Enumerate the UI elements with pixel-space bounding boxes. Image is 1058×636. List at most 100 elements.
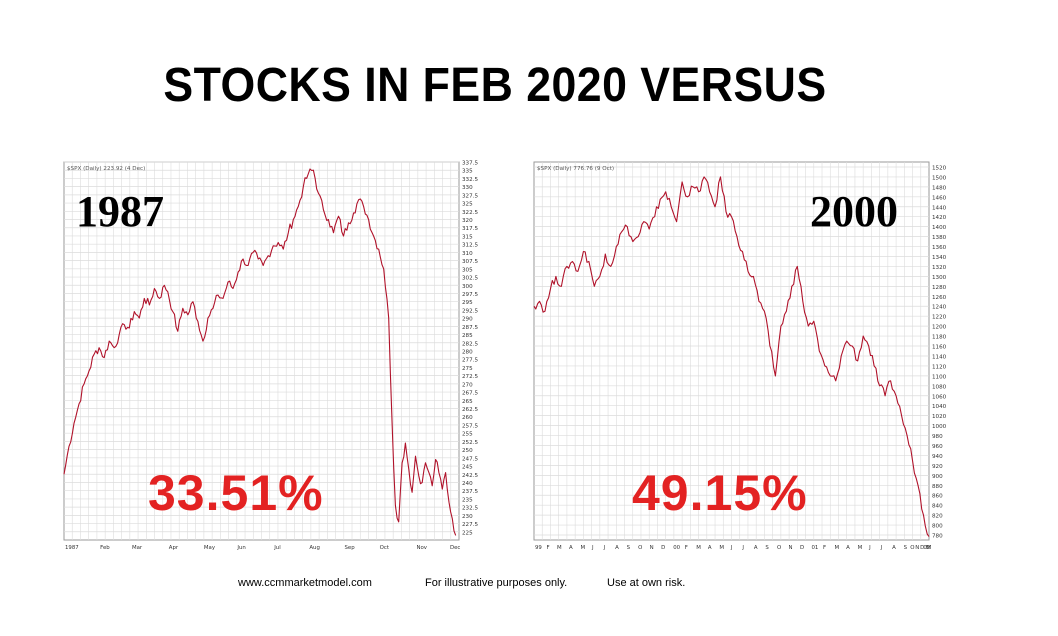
y-tick-label: 297.5 [462, 292, 478, 298]
x-tick-label: M [719, 545, 724, 551]
x-tick-label: O [638, 545, 642, 551]
y-tick-label: 880 [932, 484, 943, 490]
y-tick-label: 1460 [932, 195, 947, 201]
x-tick-label: 00 [673, 545, 680, 551]
price-series-line [533, 176, 930, 537]
y-tick-label: 277.5 [462, 358, 478, 364]
x-tick-label: Sep [345, 545, 356, 551]
y-tick-label: 1200 [932, 325, 947, 331]
y-tick-label: 292.5 [462, 308, 478, 314]
x-tick-label: 01 [812, 545, 819, 551]
chart-2000-svg: 1520 1500 1480 1460 1440 1420 1400 1380 1360 1340… [533, 161, 947, 551]
y-tick-label: 332.5 [462, 177, 478, 183]
y-tick-label: 310 [462, 251, 473, 257]
y-tick-label: 285 [462, 333, 473, 339]
y-tick-label: 270 [462, 382, 473, 388]
legend-label: $SPX (Daily) 223.92 (4 Dec) [67, 166, 145, 172]
y-tick-label: 337.5 [462, 161, 478, 167]
x-tick-label: N [915, 545, 919, 551]
y-tick-label: 262.5 [462, 407, 478, 413]
y-tick-label: 1260 [932, 295, 947, 301]
y-tick-label: 1500 [932, 175, 947, 181]
decline-label-1987: 33.51% [148, 465, 324, 521]
x-tick-label: A [708, 545, 712, 551]
y-tick-label: 860 [932, 494, 943, 500]
x-tick-label: Feb [100, 545, 110, 551]
y-tick-label: 300 [462, 284, 473, 290]
y-tick-label: 272.5 [462, 374, 478, 380]
y-tick-label: 335 [462, 169, 473, 175]
y-tick-label: 1480 [932, 185, 947, 191]
y-tick-label: 247.5 [462, 456, 478, 462]
y-tick-label: 232.5 [462, 506, 478, 512]
x-tick-label: Dec [450, 545, 460, 551]
y-tick-label: 1380 [932, 235, 947, 241]
x-tick-label: N [788, 545, 792, 551]
y-tick-label: 1240 [932, 305, 947, 311]
year-label-1987: 1987 [76, 187, 164, 236]
y-tick-label: 1420 [932, 215, 947, 221]
y-tick-label: 267.5 [462, 391, 478, 397]
footer-site: www.ccmmarketmodel.com [238, 577, 372, 589]
y-tick-label: 322.5 [462, 210, 478, 216]
y-tick-label: 820 [932, 514, 943, 520]
y-tick-label: 250 [462, 448, 473, 454]
footer-note-illustrative: For illustrative purposes only. [425, 577, 568, 589]
y-tick-label: 257.5 [462, 423, 478, 429]
y-tick-label: 1220 [932, 315, 947, 321]
y-tick-label: 1120 [932, 364, 947, 370]
y-tick-label: 1180 [932, 335, 947, 341]
x-tick-label: M [557, 545, 562, 551]
y-tick-label: 252.5 [462, 440, 478, 446]
x-tick-label: D [920, 545, 924, 551]
y-tick-label: 237.5 [462, 489, 478, 495]
x-tick-label: J [880, 545, 883, 551]
x-tick-label: M [696, 545, 701, 551]
y-tick-label: 302.5 [462, 276, 478, 282]
y-tick-label: 1520 [932, 165, 947, 171]
y-tick-label: 900 [932, 474, 943, 480]
x-tick-label: A [615, 545, 619, 551]
y-tick-label: 240 [462, 481, 473, 487]
x-tick-label: 02 [923, 545, 930, 551]
y-tick-label: 260 [462, 415, 473, 421]
x-tick-label: S [627, 545, 631, 551]
y-tick-label: 327.5 [462, 193, 478, 199]
chart-1987-svg: 337.5 335 332.5 330 327.5 325 322.5 320 317.5 315… [63, 161, 478, 551]
x-tick-label: 99 [535, 545, 542, 551]
price-series-line [63, 168, 457, 536]
y-tick-label: 287.5 [462, 325, 478, 331]
x-tick-label: A [569, 545, 573, 551]
y-tick-label: 245 [462, 465, 473, 471]
x-tick-label: Nov [416, 545, 427, 551]
y-tick-label: 1440 [932, 205, 947, 211]
x-tick-label: J [741, 545, 744, 551]
y-tick-label: 1280 [932, 285, 947, 291]
x-tick-label: F [685, 545, 688, 551]
y-tick-label: 800 [932, 524, 943, 530]
y-tick-label: 1360 [932, 245, 947, 251]
y-tick-label: 1320 [932, 265, 947, 271]
x-tick-label: F [926, 545, 929, 551]
y-tick-label: 1100 [932, 374, 947, 380]
x-tick-label: D [800, 545, 804, 551]
x-tick-label: Apr [169, 545, 179, 551]
legend-label: $SPX (Daily) 776.76 (9 Oct) [537, 166, 614, 172]
x-tick-label: Jun [236, 545, 245, 551]
decline-label-2000: 49.15% [632, 465, 808, 521]
x-tick-label: M [835, 545, 840, 551]
chart-1987: 337.5 335 332.5 330 327.5 325 322.5 320 317.5 315… [62, 160, 496, 555]
y-tick-label: 295 [462, 300, 473, 306]
footer-note-risk: Use at own risk. [607, 577, 686, 589]
x-tick-label: J [591, 545, 594, 551]
y-tick-label: 305 [462, 267, 473, 273]
x-tick-label: F [547, 545, 550, 551]
y-tick-label: 960 [932, 444, 943, 450]
y-tick-label: 242.5 [462, 473, 478, 479]
y-tick-label: 1040 [932, 404, 947, 410]
y-tick-label: 1020 [932, 414, 947, 420]
x-tick-label: A [892, 545, 896, 551]
y-tick-label: 320 [462, 218, 473, 224]
x-tick-label: May [204, 545, 216, 551]
x-tick-label: M [581, 545, 586, 551]
